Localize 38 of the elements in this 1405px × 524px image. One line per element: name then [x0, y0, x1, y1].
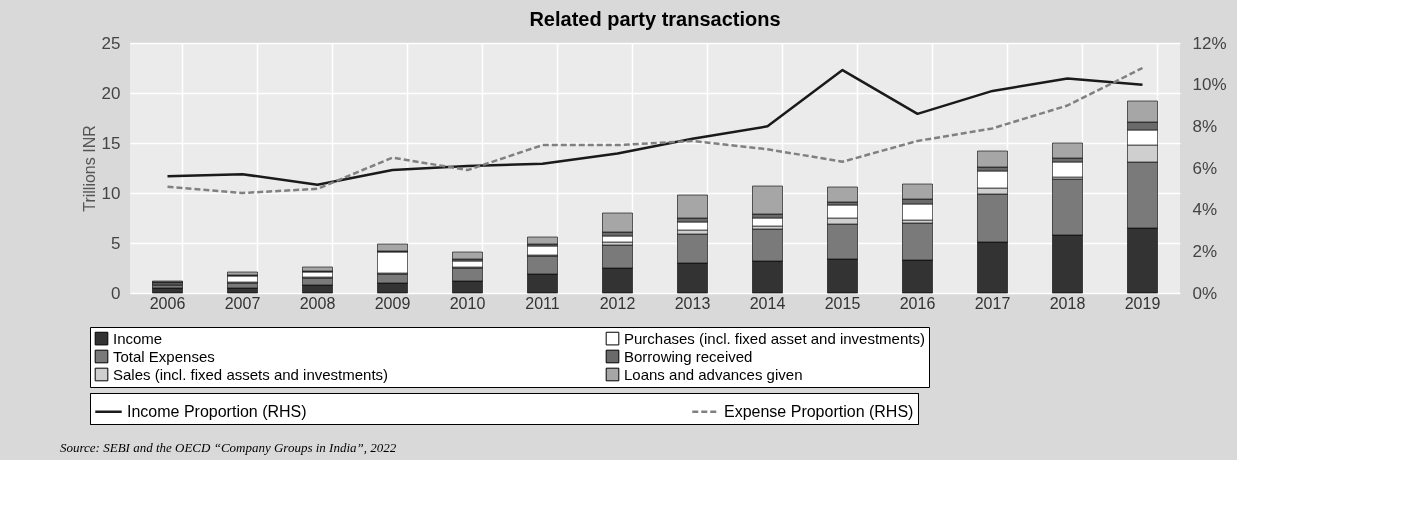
x-tick-label: 2008: [299, 294, 336, 312]
x-tick-label: 2018: [1049, 294, 1086, 312]
legend-label: Total Expenses: [113, 347, 215, 365]
y2-tick-label: 10%: [1192, 75, 1227, 95]
x-tick-label: 2010: [449, 294, 486, 312]
x-tick-label: 2017: [974, 294, 1011, 312]
y2-tick-label: 0%: [1192, 283, 1218, 303]
source-note: Source: SEBI and the OECD “Company Groups in India”, 2022: [60, 440, 397, 455]
y-tick-label: 25: [101, 33, 121, 53]
x-tick-label: 2016: [899, 294, 936, 312]
y-axis-title: Trillions INR: [80, 125, 98, 212]
y2-tick-label: 2%: [1192, 241, 1218, 261]
x-tick-label: 2015: [824, 294, 861, 312]
legend-label: Income Proportion (RHS): [127, 402, 307, 420]
legend-label: Loans and advances given: [624, 365, 803, 383]
y2-tick-label: 6%: [1192, 158, 1218, 178]
legend-label: Sales (incl. fixed assets and investments): [113, 365, 389, 383]
legend-label: Expense Proportion (RHS): [724, 402, 914, 420]
x-tick-label: 2014: [749, 294, 786, 312]
legend-label: Purchases (incl. fixed asset and investments): [624, 329, 925, 347]
legend-label: Income: [113, 329, 163, 347]
y-tick-label: 15: [101, 133, 121, 153]
x-tick-label: 2013: [674, 294, 711, 312]
x-tick-label: 2019: [1124, 294, 1161, 312]
y-tick-label: 20: [101, 83, 121, 103]
x-tick-label: 2007: [224, 294, 261, 312]
x-tick-label: 2006: [149, 294, 186, 312]
legend-label: Borrowing received: [624, 347, 753, 365]
chart-title: Related party transactions: [529, 8, 781, 30]
x-tick-label: 2012: [599, 294, 636, 312]
y-tick-label: 10: [101, 183, 121, 203]
y2-tick-label: 4%: [1192, 200, 1218, 220]
y-tick-label: 5: [111, 233, 121, 253]
x-tick-label: 2011: [525, 294, 560, 312]
y2-tick-label: 8%: [1192, 116, 1218, 136]
y2-tick-label: 12%: [1192, 33, 1227, 53]
y-tick-label: 0: [111, 283, 121, 303]
x-tick-label: 2009: [374, 294, 411, 312]
